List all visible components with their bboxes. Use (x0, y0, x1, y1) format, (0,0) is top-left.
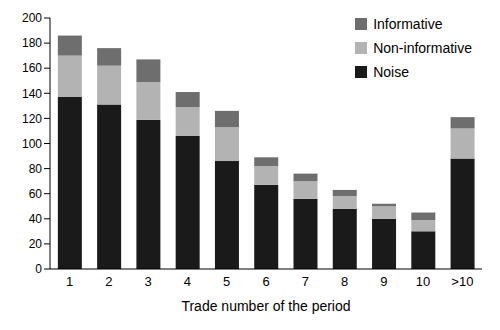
html-text:Noise: Noise (373, 64, 409, 80)
svg-text:5: 5 (223, 274, 230, 289)
html-text:Non-informative: Non-informative (373, 40, 472, 56)
svg-text:6: 6 (262, 274, 269, 289)
svg-text:80: 80 (29, 162, 43, 176)
svg-text:140: 140 (22, 87, 42, 101)
svg-text:40: 40 (29, 212, 43, 226)
svg-text:60: 60 (29, 187, 43, 201)
svg-text:100: 100 (22, 137, 42, 151)
svg-text:8: 8 (341, 274, 348, 289)
svg-text:120: 120 (22, 112, 42, 126)
svg-text:10: 10 (416, 274, 430, 289)
svg-text:180: 180 (22, 36, 42, 50)
svg-text:160: 160 (22, 61, 42, 75)
svg-text:3: 3 (145, 274, 152, 289)
html-text:Informative: Informative (373, 16, 443, 32)
svg-text:Trade number of the period: Trade number of the period (181, 298, 350, 314)
svg-text:200: 200 (22, 11, 42, 25)
svg-text:4: 4 (184, 274, 191, 289)
svg-text:20: 20 (29, 237, 43, 251)
svg-text:7: 7 (302, 274, 309, 289)
svg-text:>10: >10 (451, 274, 473, 289)
svg-text:2: 2 (105, 274, 112, 289)
svg-text:1: 1 (66, 274, 73, 289)
svg-text:0: 0 (35, 262, 42, 276)
svg-text:9: 9 (380, 274, 387, 289)
